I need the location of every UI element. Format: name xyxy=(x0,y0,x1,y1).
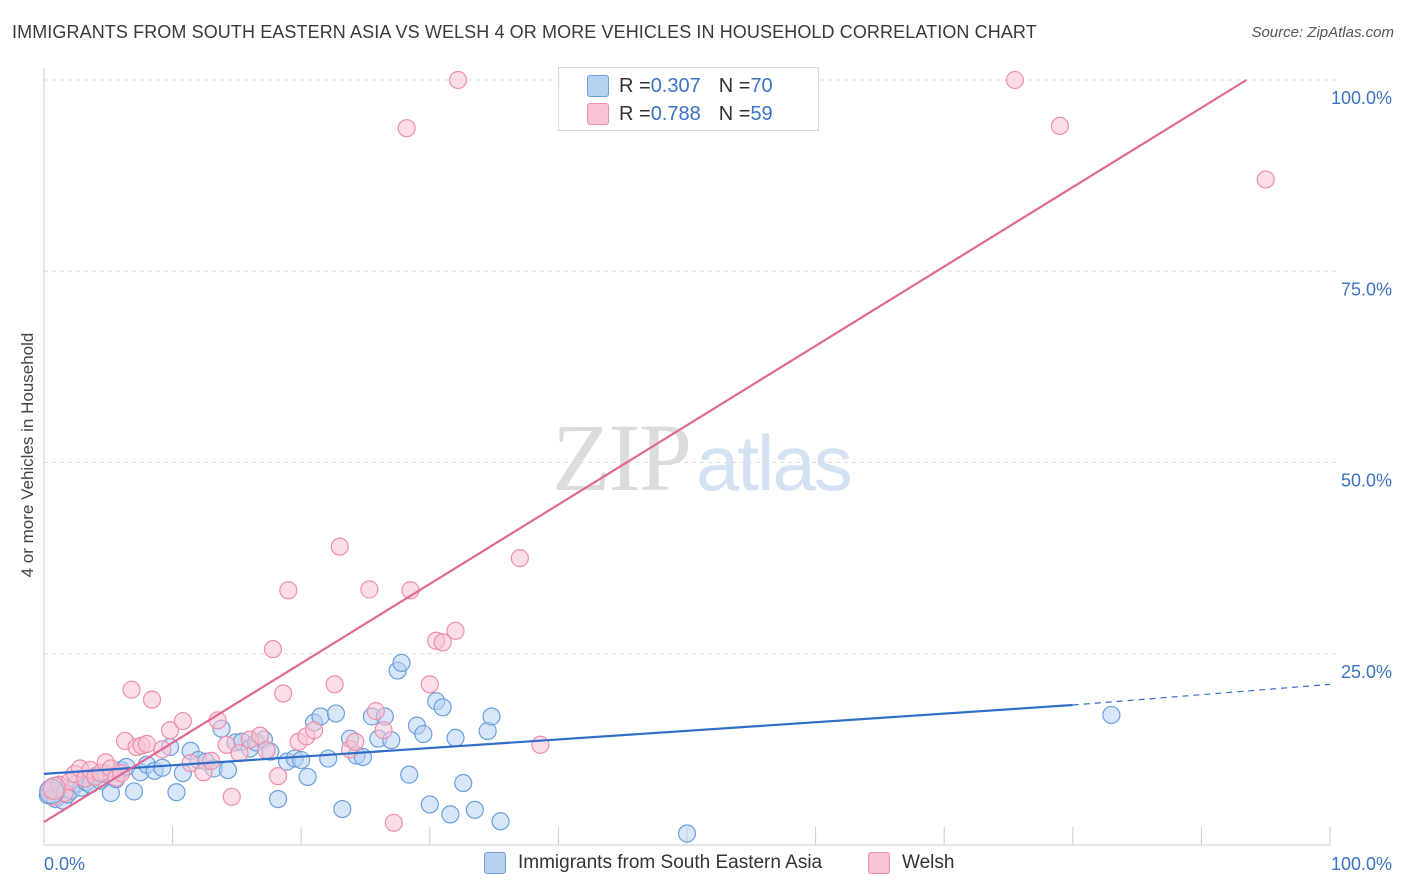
data-point-welsh xyxy=(531,735,550,754)
data-point-welsh xyxy=(222,787,241,806)
data-point-immigrants xyxy=(268,789,288,809)
y-tick-label: 100.0% xyxy=(1331,88,1392,108)
data-point-welsh xyxy=(142,690,162,709)
data-point-welsh xyxy=(1005,70,1025,90)
data-point-immigrants xyxy=(392,653,411,673)
trend-line-immigrants xyxy=(43,703,1073,775)
data-point-welsh xyxy=(330,537,349,556)
data-point-immigrants xyxy=(414,724,433,744)
legend-item-welsh: Welsh xyxy=(868,852,954,874)
legend-n-value: 59 xyxy=(750,102,773,125)
data-point-welsh xyxy=(374,721,393,740)
legend-swatch-pink xyxy=(868,852,890,874)
trend-line-extension-immigrants xyxy=(1072,683,1331,706)
data-point-immigrants xyxy=(454,773,473,793)
data-point-welsh xyxy=(1256,170,1275,189)
legend-row-blue: R = 0.307 N = 70 xyxy=(587,74,773,98)
legend-row-pink: R = 0.788 N = 59 xyxy=(587,102,773,126)
data-point-immigrants xyxy=(124,782,144,801)
data-point-welsh xyxy=(384,813,403,832)
data-point-welsh xyxy=(433,633,452,652)
y-tick-label: 50.0% xyxy=(1341,471,1392,491)
data-point-immigrants xyxy=(298,767,317,787)
data-point-welsh xyxy=(448,70,468,90)
data-point-welsh xyxy=(346,732,365,751)
data-point-immigrants xyxy=(433,698,452,717)
data-point-immigrants xyxy=(1102,705,1121,725)
legend-r-label: R = xyxy=(619,102,651,125)
data-point-welsh xyxy=(137,734,156,754)
data-point-welsh xyxy=(446,621,465,640)
data-point-welsh xyxy=(263,640,283,659)
data-point-welsh xyxy=(202,751,221,770)
y-tick-label: 75.0% xyxy=(1341,279,1392,299)
data-point-immigrants xyxy=(482,707,501,726)
legend-label-immigrants: Immigrants from South Eastern Asia xyxy=(518,852,823,873)
legend-n-label: N = xyxy=(718,102,751,125)
correlation-legend: R = 0.307 N = 70 R = 0.788 N = 59 xyxy=(558,67,819,131)
data-point-welsh xyxy=(268,767,288,786)
legend-r-label: R = xyxy=(619,74,651,97)
legend-r-value: 0.307 xyxy=(650,74,701,97)
data-point-immigrants xyxy=(326,704,346,723)
data-point-immigrants xyxy=(491,812,510,831)
legend-r-value: 0.788 xyxy=(650,102,701,125)
data-point-immigrants xyxy=(167,783,186,802)
legend-n-label: N = xyxy=(718,74,751,97)
data-point-immigrants xyxy=(677,824,697,843)
data-point-cluster-immigrants xyxy=(39,778,65,805)
data-point-welsh xyxy=(274,684,293,703)
data-point-welsh xyxy=(325,675,344,694)
data-point-immigrants xyxy=(446,728,465,748)
legend-swatch-blue xyxy=(587,75,609,97)
data-point-welsh xyxy=(173,711,192,731)
data-point-welsh xyxy=(122,680,141,699)
legend-swatch-blue xyxy=(484,852,506,874)
data-point-welsh xyxy=(304,721,324,740)
data-point-immigrants xyxy=(153,758,172,777)
data-point-immigrants xyxy=(441,805,460,824)
legend-n-value: 70 xyxy=(750,74,773,97)
data-point-welsh xyxy=(160,721,180,740)
data-point-welsh xyxy=(360,580,379,599)
data-point-welsh xyxy=(1050,116,1070,136)
data-point-cluster-welsh xyxy=(42,776,66,800)
data-point-immigrants xyxy=(218,760,237,780)
data-point-welsh xyxy=(279,581,298,600)
data-point-immigrants xyxy=(465,800,484,819)
data-point-welsh xyxy=(366,702,385,721)
data-point-welsh xyxy=(510,549,529,568)
legend-item-immigrants: Immigrants from South Eastern Asia xyxy=(484,852,822,874)
legend-label-welsh: Welsh xyxy=(902,852,955,873)
chart-title: IMMIGRANTS FROM SOUTH EASTERN ASIA VS WE… xyxy=(12,22,1037,42)
data-point-welsh xyxy=(217,735,236,754)
data-point-immigrants xyxy=(292,750,311,770)
legend-swatch-pink xyxy=(587,103,609,125)
y-tick-label: 25.0% xyxy=(1341,662,1392,682)
data-point-immigrants xyxy=(333,799,352,819)
data-point-immigrants xyxy=(420,795,439,814)
trend-line-welsh xyxy=(43,79,1247,823)
source-credit: Source: ZipAtlas.com xyxy=(1251,24,1394,41)
data-point-welsh xyxy=(257,741,276,760)
x-tick-label: 100.0% xyxy=(1331,854,1392,874)
data-point-welsh xyxy=(397,119,416,138)
data-point-immigrants xyxy=(319,749,338,768)
series-legend: Immigrants from South Eastern Asia Welsh xyxy=(0,852,1406,878)
data-point-immigrants xyxy=(400,765,419,784)
data-point-welsh xyxy=(420,675,439,694)
x-tick-label: 0.0% xyxy=(44,854,85,874)
